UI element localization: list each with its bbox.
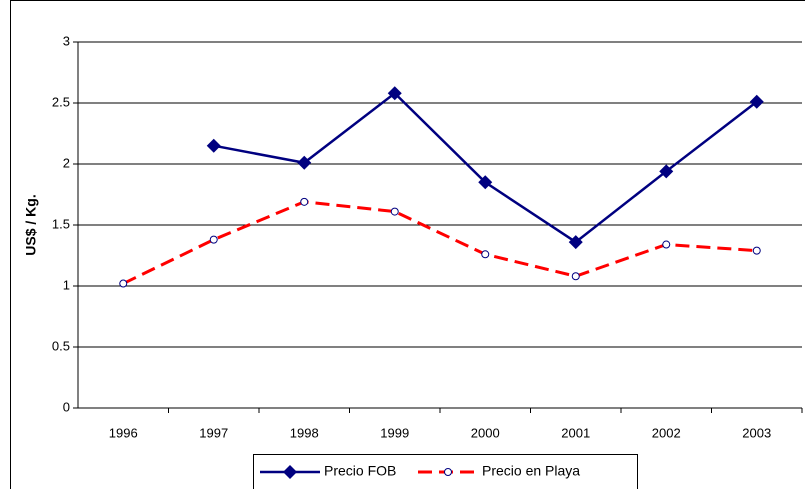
data-point <box>209 235 218 244</box>
series-line <box>122 200 757 285</box>
data-point <box>752 246 761 255</box>
data-point <box>662 240 671 249</box>
data-point <box>206 138 221 153</box>
y-tick-label: 0 <box>63 399 70 414</box>
data-point <box>297 155 312 170</box>
data-point <box>481 250 490 259</box>
x-tick-label: 2000 <box>471 425 500 440</box>
data-point <box>571 272 580 281</box>
data-point <box>659 164 674 179</box>
y-tick-label: 3 <box>63 33 70 48</box>
legend-label: Precio FOB <box>324 463 396 479</box>
x-tick-label: 1997 <box>199 425 228 440</box>
data-point <box>478 175 493 190</box>
data-point <box>119 279 128 288</box>
x-tick-label: 2003 <box>742 425 771 440</box>
data-point <box>390 207 399 216</box>
y-axis-title: US$ / Kg. <box>23 194 39 255</box>
y-tick-label: 1 <box>63 277 70 292</box>
x-tick-label: 1996 <box>109 425 138 440</box>
x-tick-label: 2001 <box>561 425 590 440</box>
legend-marker <box>444 468 452 476</box>
x-tick-label: 1998 <box>290 425 319 440</box>
y-tick-label: 1.5 <box>52 216 70 231</box>
data-point <box>387 86 402 101</box>
legend-marker <box>283 465 297 479</box>
x-tick-label: 2002 <box>652 425 681 440</box>
data-point <box>300 197 309 206</box>
data-point <box>568 235 583 250</box>
y-tick-label: 2.5 <box>52 94 70 109</box>
legend-label: Precio en Playa <box>482 463 580 479</box>
y-tick-label: 0.5 <box>52 338 70 353</box>
y-tick-label: 2 <box>63 155 70 170</box>
data-point <box>749 94 764 109</box>
x-tick-label: 1999 <box>380 425 409 440</box>
